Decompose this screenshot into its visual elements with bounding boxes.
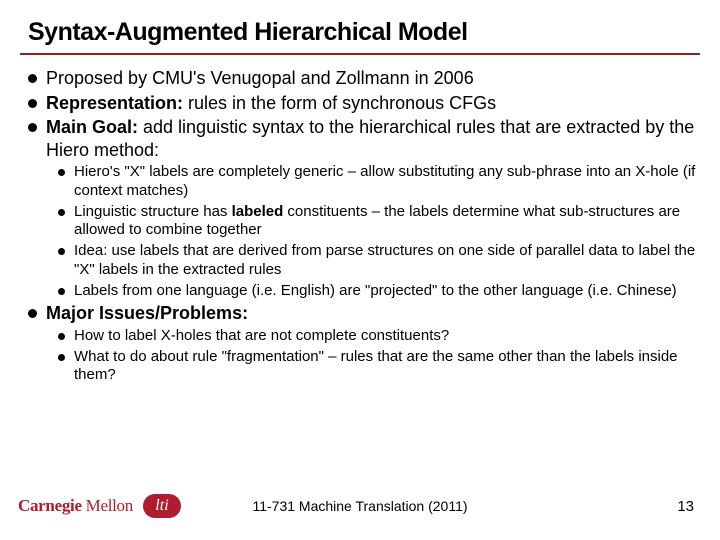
- sub-bullet-list: How to label X-holes that are not comple…: [46, 327, 700, 385]
- bullet-text: Proposed by CMU's Venugopal and Zollmann…: [46, 68, 474, 88]
- carnegie-mellon-logo: Carnegie Mellon: [18, 496, 133, 516]
- bullet-item: Representation: rules in the form of syn…: [20, 92, 700, 115]
- sub-bullet-item: Idea: use labels that are derived from p…: [52, 242, 700, 280]
- sub-bullet-list: Hiero's "X" labels are completely generi…: [46, 163, 700, 300]
- page-number: 13: [677, 498, 694, 515]
- bullet-item: Main Goal: add linguistic syntax to the …: [20, 116, 700, 300]
- bullet-list: Proposed by CMU's Venugopal and Zollmann…: [20, 67, 700, 385]
- bullet-text: Major Issues/Problems:: [46, 303, 248, 323]
- sub-bullet-item: Hiero's "X" labels are completely generi…: [52, 163, 700, 201]
- footer: Carnegie Mellon lti 11-731 Machine Trans…: [0, 490, 720, 522]
- bullet-text: Main Goal: add linguistic syntax to the …: [46, 117, 694, 160]
- title-rule: [20, 53, 700, 55]
- lti-badge: lti: [143, 494, 181, 518]
- sub-bullet-item: Labels from one language (i.e. English) …: [52, 282, 700, 301]
- bullet-item: Proposed by CMU's Venugopal and Zollmann…: [20, 67, 700, 90]
- logo-mellon-text: Mellon: [82, 496, 133, 515]
- slide-title: Syntax-Augmented Hierarchical Model: [28, 18, 700, 47]
- sub-bullet-item: What to do about rule "fragmentation" – …: [52, 348, 700, 386]
- sub-bullet-item: How to label X-holes that are not comple…: [52, 327, 700, 346]
- footer-course-text: 11-731 Machine Translation (2011): [252, 498, 467, 514]
- sub-bullet-item: Linguistic structure has labeled constit…: [52, 203, 700, 241]
- bullet-text: Representation: rules in the form of syn…: [46, 93, 496, 113]
- bullet-item: Major Issues/Problems: How to label X-hol…: [20, 302, 700, 385]
- logo-carnegie-text: Carnegie: [18, 496, 82, 515]
- slide: Syntax-Augmented Hierarchical Model Prop…: [0, 0, 720, 540]
